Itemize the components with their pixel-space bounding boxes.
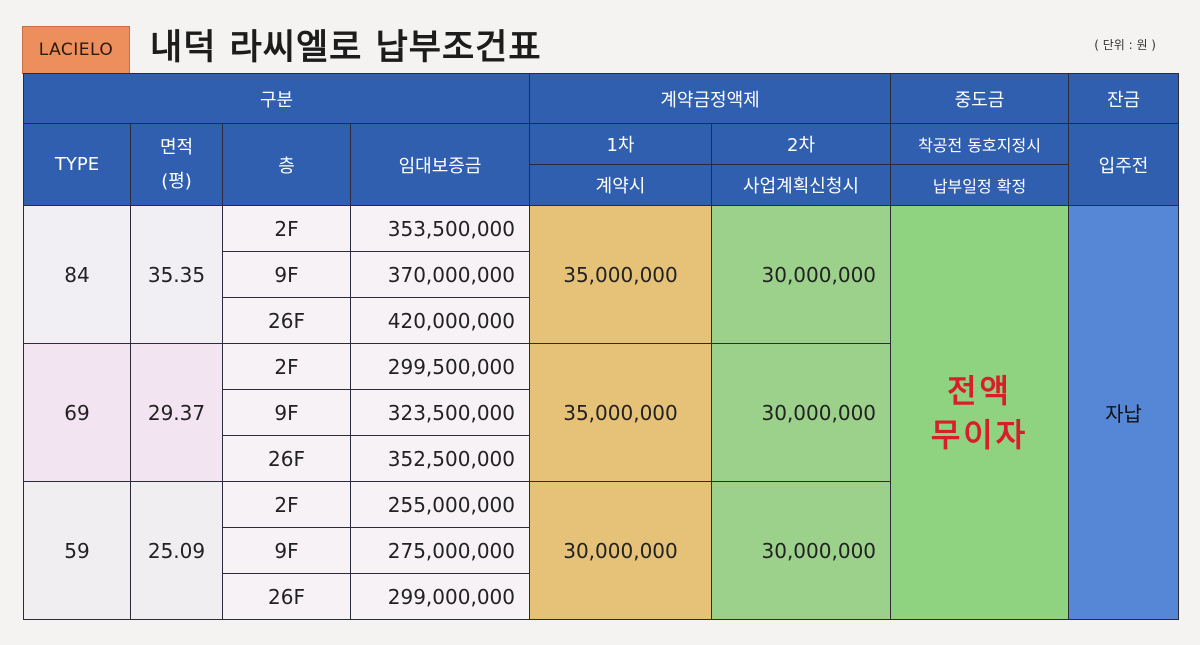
page-title: 내덕 라씨엘로 납부조건표	[150, 28, 542, 68]
deposit-cell: 275,000,000	[350, 527, 530, 574]
deposit-cell: 420,000,000	[350, 297, 530, 344]
brand-badge: LACIELO	[22, 26, 130, 74]
deposit-cell: 299,000,000	[350, 573, 530, 620]
type-cell: 84	[23, 205, 131, 344]
header-first-sub: 계약시	[529, 164, 712, 206]
first-payment-cell: 35,000,000	[529, 343, 712, 482]
area-cell: 29.37	[130, 343, 223, 482]
floor-cell: 9F	[222, 389, 351, 436]
header-deposit: 임대보증금	[350, 123, 530, 206]
floor-cell: 9F	[222, 251, 351, 298]
type-cell: 69	[23, 343, 131, 482]
header-interim-sub2: 납부일정 확정	[890, 164, 1070, 206]
deposit-cell: 255,000,000	[350, 481, 530, 528]
header-type: TYPE	[23, 123, 131, 206]
second-payment-cell: 30,000,000	[710, 481, 892, 620]
header-second-sub: 사업계획신청시	[710, 164, 892, 206]
interim-value: 전액 무이자	[930, 371, 1029, 454]
header-floor: 층	[222, 123, 351, 206]
floor-cell: 26F	[222, 435, 351, 482]
area-cell: 35.35	[130, 205, 223, 344]
deposit-cell: 353,500,000	[350, 205, 530, 252]
deposit-cell: 299,500,000	[350, 343, 530, 390]
floor-cell: 26F	[222, 573, 351, 620]
payment-table: 구분 계약금정액제 중도금 잔금 TYPE 면적 (평) 층 임대보증금 1차 …	[23, 73, 1180, 620]
header-interim-sub1: 착공전 동호지정시	[890, 123, 1070, 165]
floor-cell: 2F	[222, 205, 351, 252]
header-interim: 중도금	[890, 73, 1070, 124]
header-second: 2차	[710, 123, 892, 165]
balance-cell: 자납	[1068, 205, 1180, 620]
header-contract-fixed: 계약금정액제	[528, 73, 892, 124]
floor-cell: 26F	[222, 297, 351, 344]
first-payment-cell: 35,000,000	[529, 205, 712, 344]
unit-note: ( 단위 : 원 )	[1094, 38, 1156, 52]
header-category: 구분	[23, 73, 530, 124]
type-cell: 59	[23, 481, 131, 620]
second-payment-cell: 30,000,000	[710, 205, 892, 344]
floor-cell: 9F	[222, 527, 351, 574]
area-cell: 25.09	[130, 481, 223, 620]
header-area: 면적 (평)	[130, 123, 223, 206]
brand-label: LACIELO	[38, 40, 114, 60]
second-payment-cell: 30,000,000	[710, 343, 892, 482]
floor-cell: 2F	[222, 481, 351, 528]
floor-cell: 2F	[222, 343, 351, 390]
interim-cell: 전액 무이자	[890, 205, 1070, 620]
header-first: 1차	[529, 123, 712, 165]
header-balance: 잔금	[1068, 73, 1180, 124]
deposit-cell: 352,500,000	[350, 435, 530, 482]
deposit-cell: 323,500,000	[350, 389, 530, 436]
header-balance-sub: 입주전	[1068, 123, 1180, 206]
first-payment-cell: 30,000,000	[529, 481, 712, 620]
deposit-cell: 370,000,000	[350, 251, 530, 298]
